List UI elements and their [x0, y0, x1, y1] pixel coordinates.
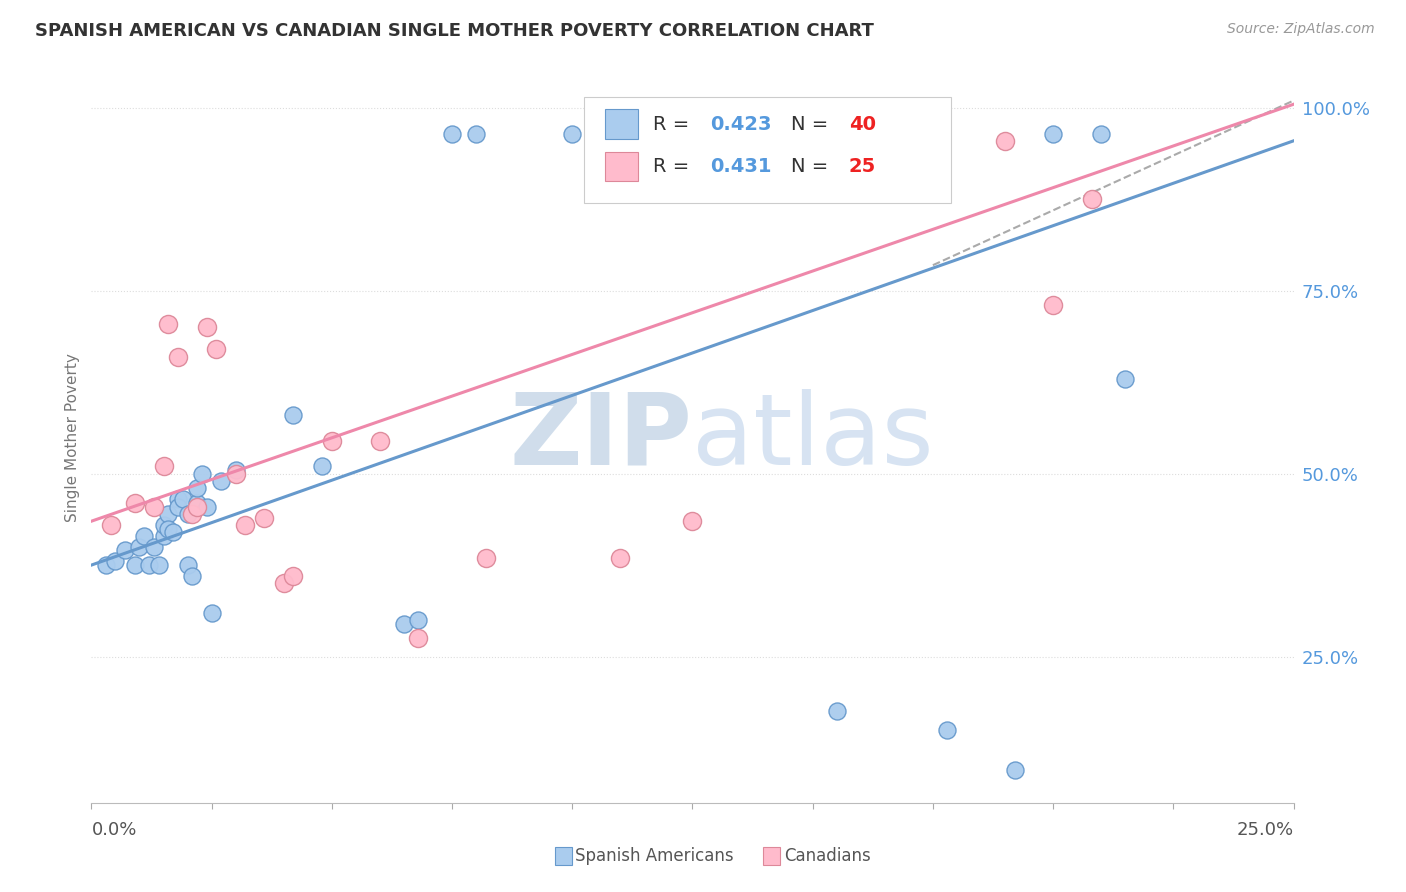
- Point: [1090, 127, 1112, 141]
- Point: [273, 576, 295, 591]
- Text: 0.423: 0.423: [710, 114, 772, 134]
- Point: [368, 434, 391, 448]
- Point: [176, 507, 198, 521]
- Point: [311, 459, 333, 474]
- Point: [186, 481, 208, 495]
- Point: [124, 558, 146, 573]
- Point: [94, 558, 117, 573]
- Point: [186, 500, 208, 514]
- Point: [233, 517, 256, 532]
- Point: [134, 529, 156, 543]
- Text: Source: ZipAtlas.com: Source: ZipAtlas.com: [1227, 22, 1375, 37]
- Point: [195, 500, 218, 514]
- Point: [167, 350, 190, 364]
- Point: [124, 496, 146, 510]
- Point: [138, 558, 160, 573]
- Text: SPANISH AMERICAN VS CANADIAN SINGLE MOTHER POVERTY CORRELATION CHART: SPANISH AMERICAN VS CANADIAN SINGLE MOTH…: [35, 22, 875, 40]
- Point: [157, 521, 180, 535]
- Point: [225, 467, 247, 481]
- Point: [440, 127, 463, 141]
- Point: [465, 127, 488, 141]
- FancyBboxPatch shape: [605, 152, 638, 181]
- Point: [1114, 371, 1136, 385]
- Point: [681, 514, 703, 528]
- Point: [225, 463, 247, 477]
- Text: N =: N =: [792, 157, 835, 176]
- Point: [186, 496, 208, 510]
- Point: [205, 343, 228, 357]
- Point: [209, 474, 232, 488]
- Point: [162, 525, 184, 540]
- Text: 25.0%: 25.0%: [1236, 821, 1294, 839]
- Point: [191, 467, 214, 481]
- Point: [181, 507, 204, 521]
- Point: [176, 558, 198, 573]
- Point: [157, 507, 180, 521]
- Point: [195, 320, 218, 334]
- Point: [181, 569, 204, 583]
- Text: ZIP: ZIP: [509, 389, 692, 485]
- Text: atlas: atlas: [692, 389, 934, 485]
- Point: [474, 550, 496, 565]
- Point: [148, 558, 170, 573]
- Point: [561, 127, 583, 141]
- Point: [142, 500, 165, 514]
- Point: [142, 540, 165, 554]
- Point: [321, 434, 343, 448]
- Point: [408, 613, 430, 627]
- Point: [100, 517, 122, 532]
- Point: [114, 543, 136, 558]
- Point: [283, 569, 305, 583]
- Text: N =: N =: [792, 114, 835, 134]
- Point: [172, 492, 194, 507]
- Point: [157, 317, 180, 331]
- Point: [408, 632, 430, 646]
- Text: R =: R =: [652, 114, 696, 134]
- Point: [1042, 298, 1064, 312]
- Point: [1080, 192, 1102, 206]
- Point: [1042, 127, 1064, 141]
- Text: 25: 25: [849, 157, 876, 176]
- Text: 40: 40: [849, 114, 876, 134]
- Point: [152, 517, 174, 532]
- Point: [128, 540, 150, 554]
- Text: 0.0%: 0.0%: [91, 821, 136, 839]
- Text: Spanish Americans: Spanish Americans: [575, 847, 734, 865]
- Text: Canadians: Canadians: [785, 847, 872, 865]
- Point: [825, 134, 848, 148]
- Point: [253, 510, 276, 524]
- Point: [936, 723, 959, 737]
- Point: [609, 550, 631, 565]
- Point: [1004, 763, 1026, 777]
- Point: [104, 554, 127, 568]
- FancyBboxPatch shape: [605, 110, 638, 138]
- Point: [392, 616, 415, 631]
- Point: [152, 459, 174, 474]
- Point: [283, 408, 305, 422]
- Point: [994, 134, 1017, 148]
- Y-axis label: Single Mother Poverty: Single Mother Poverty: [65, 352, 80, 522]
- Point: [201, 606, 224, 620]
- Point: [825, 705, 848, 719]
- Point: [152, 529, 174, 543]
- Text: 0.431: 0.431: [710, 157, 772, 176]
- Text: R =: R =: [652, 157, 696, 176]
- Point: [167, 492, 190, 507]
- Point: [167, 500, 190, 514]
- FancyBboxPatch shape: [585, 97, 950, 203]
